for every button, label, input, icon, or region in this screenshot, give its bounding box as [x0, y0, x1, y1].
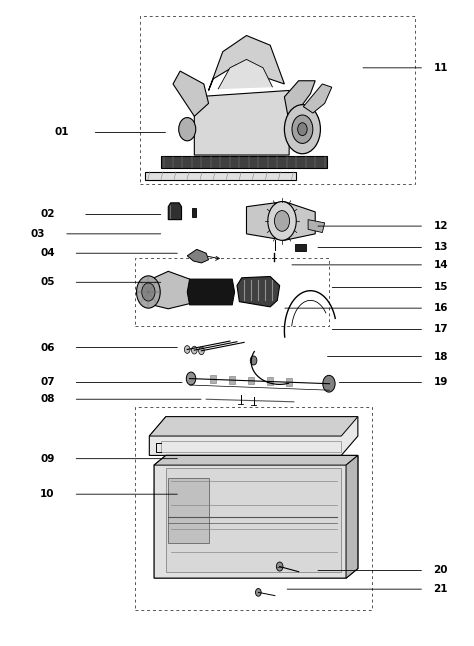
Text: 12: 12 — [434, 221, 448, 231]
Polygon shape — [237, 276, 280, 307]
Text: 19: 19 — [434, 377, 448, 388]
Text: 15: 15 — [434, 282, 448, 293]
Circle shape — [276, 562, 283, 571]
Polygon shape — [154, 455, 358, 578]
Polygon shape — [284, 81, 315, 123]
Bar — [161, 156, 327, 168]
Text: 05: 05 — [40, 277, 55, 287]
Bar — [192, 208, 196, 217]
Polygon shape — [303, 84, 332, 113]
Circle shape — [284, 105, 320, 154]
Bar — [267, 377, 273, 385]
Circle shape — [179, 118, 196, 141]
Text: 04: 04 — [40, 248, 55, 258]
Text: 09: 09 — [40, 453, 55, 464]
Polygon shape — [173, 71, 209, 116]
Polygon shape — [187, 279, 235, 305]
Text: 03: 03 — [31, 229, 45, 239]
Text: 11: 11 — [434, 63, 448, 73]
Circle shape — [274, 211, 290, 231]
Polygon shape — [154, 455, 358, 465]
Polygon shape — [187, 249, 209, 263]
Polygon shape — [308, 220, 325, 233]
Circle shape — [298, 123, 307, 136]
Bar — [145, 172, 296, 180]
Circle shape — [323, 375, 335, 392]
Circle shape — [255, 589, 261, 596]
Text: 16: 16 — [434, 303, 448, 313]
Text: 13: 13 — [434, 242, 448, 253]
Polygon shape — [149, 417, 358, 436]
Polygon shape — [346, 455, 358, 578]
Bar — [135, 407, 372, 610]
Circle shape — [137, 276, 160, 308]
Circle shape — [199, 347, 204, 355]
Text: 10: 10 — [40, 489, 55, 499]
Bar — [295, 244, 306, 251]
Bar — [229, 376, 235, 384]
Text: 20: 20 — [434, 565, 448, 576]
Bar — [140, 16, 415, 184]
Text: 14: 14 — [434, 260, 448, 270]
Circle shape — [292, 115, 313, 143]
Bar — [248, 377, 254, 384]
Text: 21: 21 — [434, 584, 448, 594]
Polygon shape — [149, 417, 358, 455]
Circle shape — [142, 283, 155, 301]
Bar — [286, 378, 292, 386]
Polygon shape — [168, 203, 182, 220]
Text: 02: 02 — [40, 209, 55, 220]
Text: 06: 06 — [40, 342, 55, 353]
Bar — [210, 375, 216, 383]
Circle shape — [186, 372, 196, 385]
Circle shape — [184, 346, 190, 353]
Polygon shape — [147, 271, 197, 309]
Polygon shape — [246, 202, 315, 240]
Circle shape — [268, 202, 296, 240]
Text: 08: 08 — [40, 394, 55, 404]
Text: 18: 18 — [434, 351, 448, 362]
Bar — [168, 478, 209, 543]
Polygon shape — [194, 90, 289, 155]
Polygon shape — [209, 36, 284, 90]
Text: 17: 17 — [434, 324, 448, 335]
Bar — [135, 258, 329, 326]
Text: 01: 01 — [55, 127, 69, 138]
Polygon shape — [166, 468, 341, 572]
Text: 07: 07 — [40, 377, 55, 388]
Circle shape — [191, 346, 197, 354]
Circle shape — [250, 356, 257, 365]
Polygon shape — [218, 59, 273, 89]
